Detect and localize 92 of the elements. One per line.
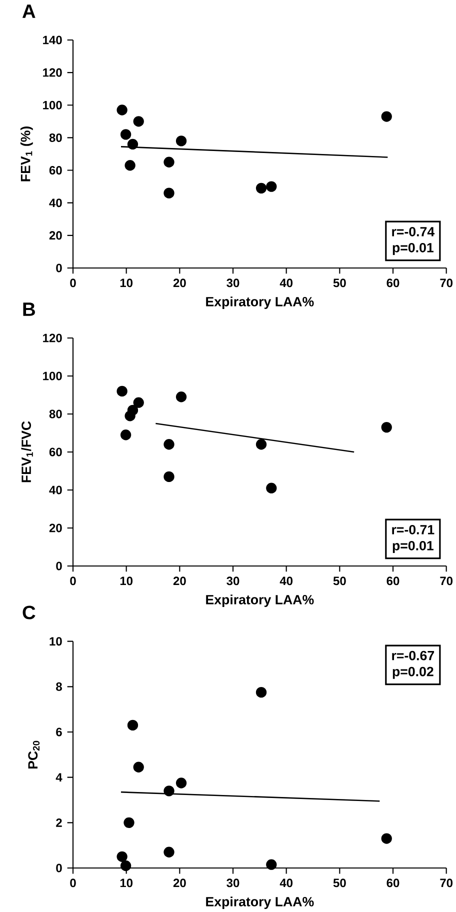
x-tick-label: 30 xyxy=(226,576,240,586)
y-tick-label: 100 xyxy=(43,100,62,110)
point xyxy=(127,720,138,731)
y-tick-label: 60 xyxy=(49,166,62,175)
point xyxy=(133,762,144,772)
x-axis-title: Expiratory LAA% xyxy=(206,296,314,310)
point xyxy=(133,397,144,408)
y-tick-label: 0 xyxy=(56,264,62,272)
x-tick-label: 0 xyxy=(70,278,76,288)
x-tick-label: 70 xyxy=(440,278,453,288)
y-tick-label: 4 xyxy=(56,773,62,782)
x-tick-label: 30 xyxy=(226,878,240,888)
y-axis-title: FEV$_{1}$/FVC xyxy=(21,421,33,482)
x-tick-label: 40 xyxy=(280,278,293,288)
y-tick-label: 6 xyxy=(56,728,62,736)
y-tick-label: 0 xyxy=(56,562,62,570)
x-tick-label: 40 xyxy=(280,878,293,888)
x-tick-label: 60 xyxy=(386,576,400,586)
point xyxy=(256,686,267,698)
x-tick-label: 60 xyxy=(386,878,400,888)
annotation: p=0.01 xyxy=(392,242,434,256)
y-tick-label: 100 xyxy=(43,372,62,380)
y-tick-label: 0 xyxy=(56,864,62,872)
point xyxy=(176,136,187,146)
point xyxy=(120,129,132,140)
point xyxy=(127,404,138,416)
y-tick-label: 40 xyxy=(49,198,62,208)
point xyxy=(164,188,174,198)
x-tick-label: 60 xyxy=(386,278,400,288)
x-axis-title: Expiratory LAA% xyxy=(206,896,314,910)
point xyxy=(176,778,187,788)
point xyxy=(381,111,392,122)
x-tick-label: 70 xyxy=(440,878,453,888)
y-tick-label: 2 xyxy=(56,818,62,827)
point xyxy=(120,430,132,440)
y-tick-label: 80 xyxy=(49,410,62,418)
x-tick-label: 50 xyxy=(333,576,346,586)
point xyxy=(164,156,174,168)
annotation: p=0.01 xyxy=(392,540,434,554)
point xyxy=(266,181,277,192)
point xyxy=(164,786,174,796)
x-tick-label: 10 xyxy=(120,278,133,288)
chart-title: A xyxy=(22,4,36,18)
point xyxy=(133,116,144,127)
point xyxy=(266,859,277,870)
y-tick-label: 120 xyxy=(43,334,62,342)
point xyxy=(266,482,277,494)
y-tick-label: 8 xyxy=(56,682,62,691)
point xyxy=(116,851,128,862)
y-tick-label: 40 xyxy=(49,486,62,494)
x-tick-label: 10 xyxy=(120,878,133,888)
point xyxy=(124,817,134,828)
x-tick-label: 50 xyxy=(333,878,346,888)
y-tick-label: 20 xyxy=(49,231,62,240)
chart-title: B xyxy=(23,302,35,316)
y-tick-label: 20 xyxy=(49,524,62,532)
y-tick-label: 10 xyxy=(50,637,62,646)
y-tick-label: 80 xyxy=(49,133,62,142)
point xyxy=(176,392,187,402)
point xyxy=(164,439,174,450)
x-tick-label: 0 xyxy=(70,576,76,586)
y-tick-label: 140 xyxy=(43,36,62,44)
x-tick-label: 0 xyxy=(70,878,76,888)
x-tick-label: 40 xyxy=(280,576,293,586)
annotation: r=-0.67 xyxy=(392,650,434,660)
x-tick-label: 50 xyxy=(333,278,346,288)
y-axis-title: PC$_{20}$ xyxy=(28,740,40,769)
point xyxy=(256,182,267,194)
x-tick-label: 10 xyxy=(120,576,133,586)
point xyxy=(381,422,392,433)
point xyxy=(116,104,128,116)
point xyxy=(124,160,136,171)
y-tick-label: 120 xyxy=(43,68,62,77)
point xyxy=(381,833,392,844)
x-tick-label: 20 xyxy=(173,878,186,888)
annotation: r=-0.71 xyxy=(392,524,434,534)
point xyxy=(256,439,267,450)
annotation: r=-0.74 xyxy=(392,226,435,236)
y-axis-title: FEV$_{1}$ (%) xyxy=(20,126,33,182)
point xyxy=(164,471,174,482)
annotation: p=0.02 xyxy=(392,666,434,679)
point xyxy=(164,846,174,858)
y-tick-label: 60 xyxy=(49,448,62,456)
x-tick-label: 70 xyxy=(440,576,453,586)
x-tick-label: 20 xyxy=(173,576,186,586)
point xyxy=(120,860,132,872)
point xyxy=(127,138,138,150)
point xyxy=(116,386,128,397)
chart-title: C xyxy=(22,606,36,620)
x-axis-title: Expiratory LAA% xyxy=(206,594,314,608)
x-tick-label: 20 xyxy=(173,278,186,288)
x-tick-label: 30 xyxy=(226,278,240,288)
